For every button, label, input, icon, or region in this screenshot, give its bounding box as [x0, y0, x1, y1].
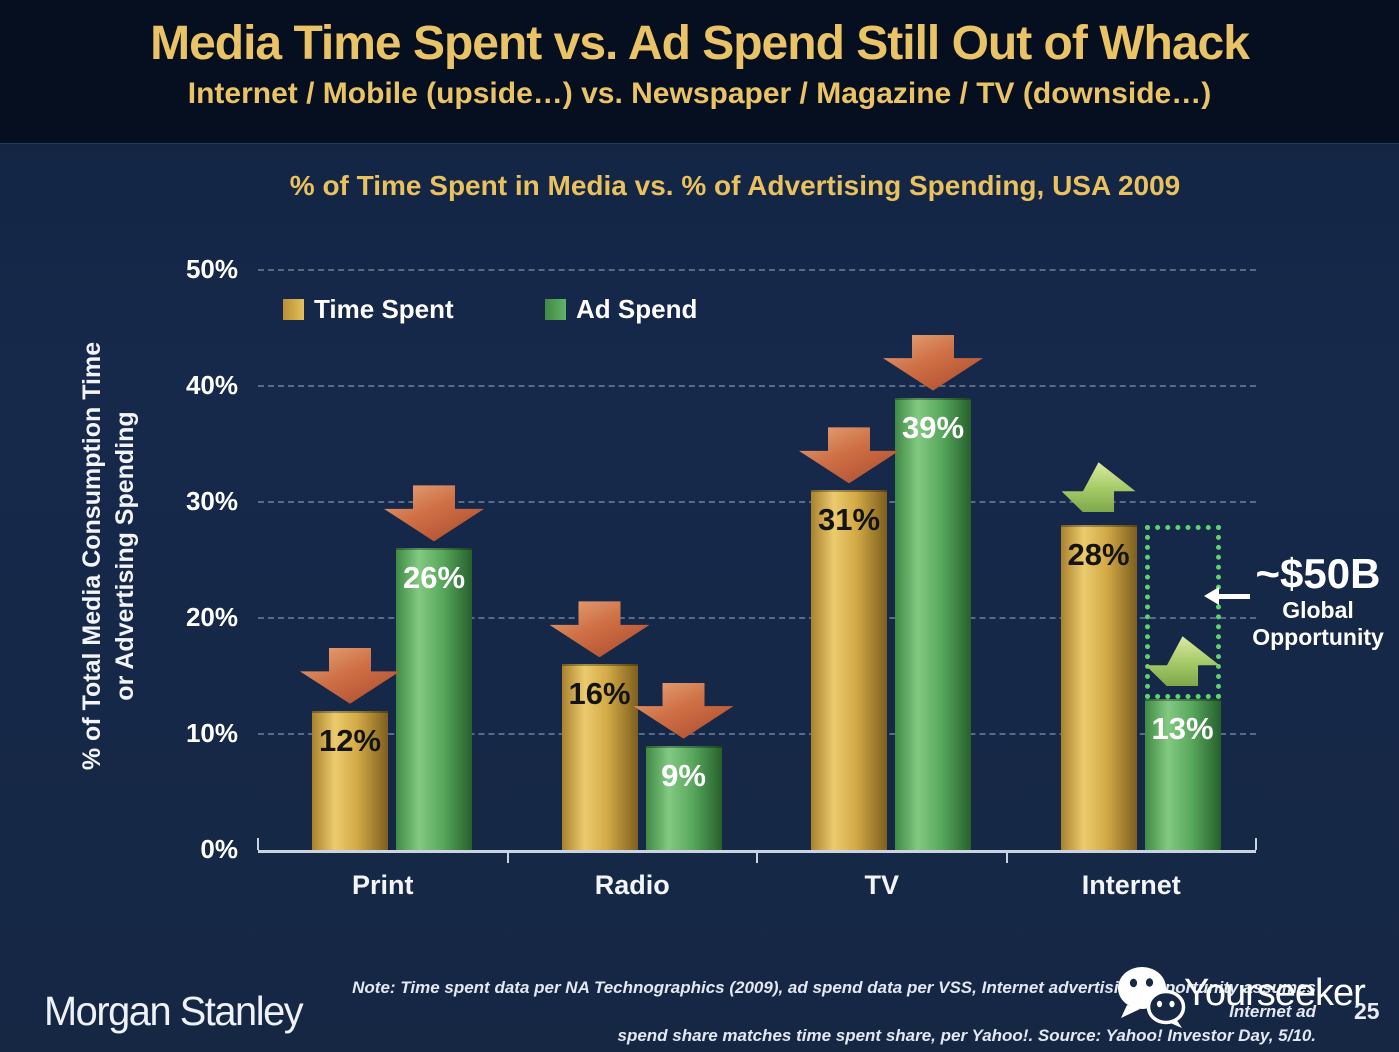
source-note-line1: Note: Time spent data per NA Technograph… — [352, 978, 1316, 1021]
x-axis-tick — [257, 838, 259, 850]
bar-tv-time-spent: 31% — [811, 490, 887, 850]
down-arrow-icon — [799, 427, 899, 484]
chart-title: % of Time Spent in Media vs. % of Advert… — [289, 170, 1181, 201]
source-note-line2: spend share matches time spent share, pe… — [617, 1026, 1317, 1045]
category-label-internet: Internet — [1081, 870, 1181, 900]
bar-value-label: 13% — [1151, 711, 1214, 747]
y-axis-title-line1: % of Total Media Consumption Time — [78, 341, 106, 771]
bar-internet-ad-spend: 13% — [1144, 699, 1221, 850]
bar-internet-time-spent: 28% — [1060, 525, 1137, 850]
down-arrow-icon — [384, 485, 484, 542]
down-arrow-icon — [633, 682, 734, 739]
gridline-20 — [258, 617, 1256, 619]
category-label-tv: TV — [864, 870, 899, 900]
bar-value-label: 16% — [568, 676, 631, 712]
legend-item-ad-spend: Ad Spend — [545, 294, 698, 324]
y-axis-title-line2: or Advertising Spending — [111, 411, 139, 701]
gap-annotation-label-2: Opportunity — [1252, 624, 1384, 650]
bar-print-time-spent: 12% — [312, 710, 388, 850]
slide-header: Media Time Spent vs. Ad Spend Still Out … — [0, 0, 1399, 144]
bar-tv-ad-spend: 39% — [895, 397, 971, 850]
gridline-10 — [258, 733, 1256, 735]
legend-label-time-spent: Time Spent — [314, 294, 454, 324]
y-tick-label-0%: 0% — [200, 834, 238, 864]
bar-value-label: 9% — [661, 757, 706, 793]
bar-value-label: 26% — [402, 560, 466, 596]
gap-annotation: ~$50B Global Opportunity — [1240, 551, 1396, 651]
down-arrow-icon — [300, 647, 400, 704]
x-axis-tick — [1005, 853, 1008, 863]
bar-value-label: 28% — [1067, 537, 1130, 573]
category-label-radio: Radio — [594, 870, 670, 900]
gap-annotation-label-1: Global — [1282, 597, 1354, 623]
legend-swatch-green — [545, 299, 566, 320]
legend-label-ad-spend: Ad Spend — [576, 294, 698, 324]
category-label-print: Print — [351, 870, 414, 900]
x-axis-tick — [1255, 838, 1257, 850]
x-axis-line — [258, 850, 1256, 853]
morgan-stanley-logo: Morgan Stanley — [44, 988, 304, 1034]
y-tick-label-20%: 20% — [185, 602, 238, 632]
slide-subtitle: Internet / Mobile (upside…) vs. Newspape… — [187, 77, 1212, 110]
watermark-text: Yourseeker — [1184, 972, 1366, 1014]
up-arrow-icon — [1061, 462, 1136, 513]
y-tick-label-40%: 40% — [185, 370, 238, 400]
bar-value-label: 39% — [901, 409, 965, 445]
gap-annotation-value: ~$50B — [1255, 550, 1381, 597]
gridline-50 — [258, 269, 1256, 271]
down-arrow-icon — [883, 334, 983, 391]
x-axis-tick — [756, 853, 758, 863]
legend-swatch-gold — [283, 299, 304, 320]
y-tick-label-10%: 10% — [185, 718, 238, 748]
wechat-icon — [1118, 967, 1186, 1028]
down-arrow-icon — [549, 601, 650, 658]
page-number: 25 — [1354, 998, 1380, 1024]
opportunity-gap-box — [1144, 525, 1221, 700]
bar-radio-ad-spend: 9% — [645, 745, 722, 850]
left-arrow-shaft — [1215, 594, 1250, 599]
legend-item-time-spent: Time Spent — [283, 294, 454, 324]
left-arrow-head — [1204, 587, 1219, 605]
y-tick-label-50%: 50% — [185, 254, 238, 284]
y-tick-label-30%: 30% — [185, 486, 238, 516]
bar-radio-time-spent: 16% — [561, 664, 638, 850]
bar-value-label: 12% — [318, 722, 382, 758]
source-note: Note: Time spent data per NA Technograph… — [320, 976, 1316, 1048]
gridline-40 — [258, 385, 1256, 387]
gridline-30 — [258, 501, 1256, 503]
watermark: Yourseeker — [1116, 964, 1366, 1035]
bar-value-label: 31% — [817, 502, 881, 538]
x-axis-tick — [506, 853, 509, 863]
slide-title: Media Time Spent vs. Ad Spend Still Out … — [150, 17, 1250, 70]
bar-print-ad-spend: 26% — [396, 548, 472, 850]
left-arrow-icon — [1204, 587, 1250, 605]
y-axis-title: % of Total Media Consumption Time or Adv… — [76, 296, 148, 816]
